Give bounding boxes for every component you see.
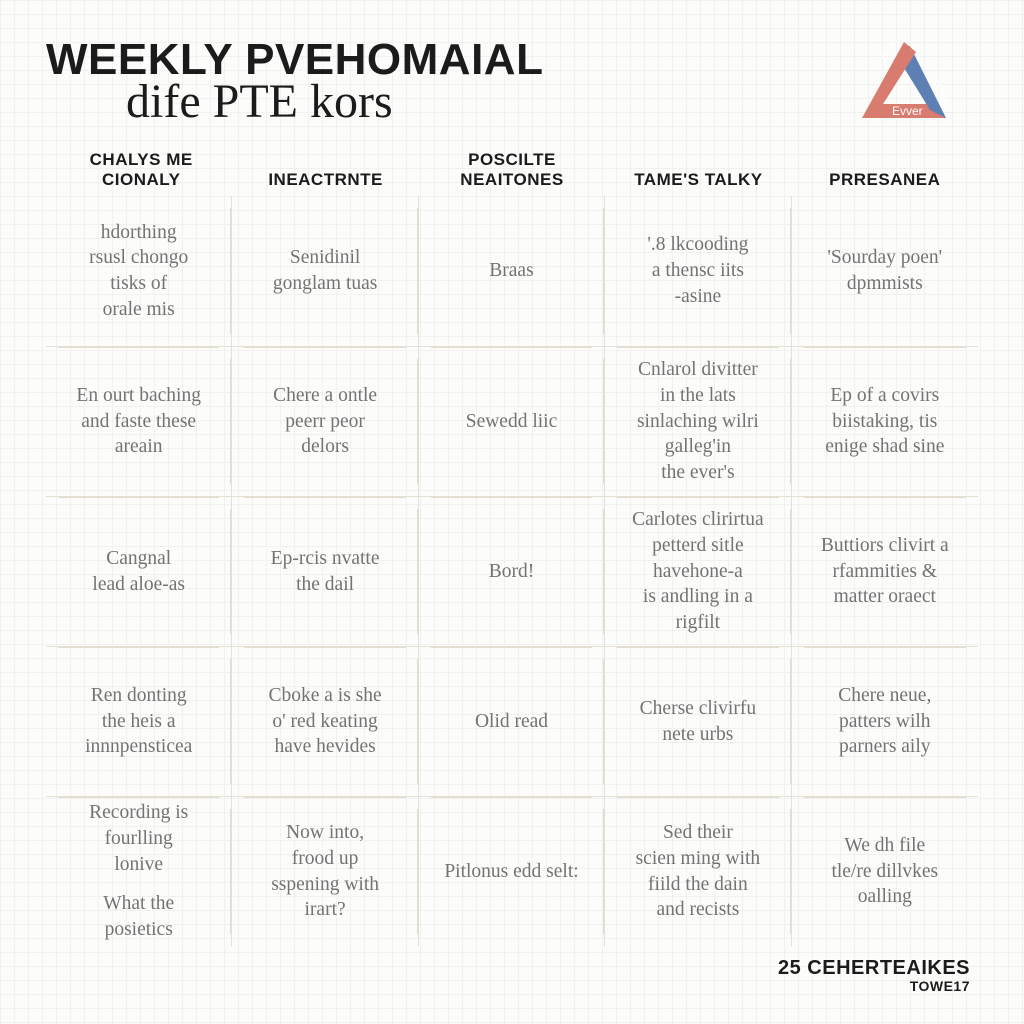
cell-text: Ren dontingthe heis ainnnpensticea [85, 683, 192, 760]
table-cell: Pitlonus edd selt: [419, 796, 605, 946]
table-cell: Carlotes clirirtuapetterd sitlehavehone-… [605, 496, 791, 646]
cell-text: Cangnallead aloe-as [92, 546, 185, 597]
cell-text: Senidinilgonglam tuas [273, 245, 378, 296]
col-header: POSCILTE NEAITONES [419, 152, 605, 196]
table-cell: Now into,frood upsspening withirart? [232, 796, 418, 946]
cell-text: We dh filetle/re dillvkesoalling [831, 833, 938, 910]
table-cell: Bord! [419, 496, 605, 646]
cell-text: hdorthingrsusl chongotisks oforale mis [89, 220, 188, 323]
table-cell: En ourt bachingand faste theseareain [46, 346, 232, 496]
page-title-block: WEEKLY PVEHOMAIAL dife PTE kors [46, 38, 978, 126]
logo-label-bottom: Evver [892, 104, 923, 118]
footer-line-2: TOWE17 [778, 978, 970, 994]
cell-text: Cnlarol divitterin the latssinlaching wi… [637, 357, 759, 486]
cell-text: En ourt bachingand faste theseareain [76, 383, 201, 460]
table-cell: Chere a ontlepeerr peordelors [232, 346, 418, 496]
table-cell: Cherse clivirfunete urbs [605, 646, 791, 796]
cell-text: What theposietics [103, 891, 174, 942]
cell-text: Ep-rcis nvattethe dail [271, 546, 380, 597]
cell-text: Chere neue,patters wilhparners aily [838, 683, 931, 760]
col-header: TAME'S TALKY [605, 152, 791, 196]
table-cell: 'Sourday poen'dpmmists [792, 196, 978, 346]
table-cell: Chere neue,patters wilhparners aily [792, 646, 978, 796]
table-cell: Cboke a is sheo' red keatinghave hevides [232, 646, 418, 796]
table-cell: Ren dontingthe heis ainnnpensticea [46, 646, 232, 796]
table-cell: Ep of a covirsbiistaking, tisenige shad … [792, 346, 978, 496]
table-cell: Braas [419, 196, 605, 346]
cell-text: Recording isfourllinglonive [89, 800, 188, 877]
table-cell: Olid read [419, 646, 605, 796]
table-cell: Cnlarol divitterin the latssinlaching wi… [605, 346, 791, 496]
cell-text: Cherse clivirfunete urbs [640, 696, 756, 747]
table-cell: We dh filetle/re dillvkesoalling [792, 796, 978, 946]
footer: 25 CEHERTEAIKES TOWE17 [778, 957, 970, 994]
triangle-logo-icon: Brurn Bfclera Evver [844, 30, 964, 140]
cell-text: Bord! [489, 559, 535, 585]
table-cell: '.8 lkcoodinga thensc iits-asine [605, 196, 791, 346]
cell-text: Cboke a is sheo' red keatinghave hevides [268, 683, 381, 760]
cell-text: Sewedd liic [466, 409, 558, 435]
cell-text: Buttiors clivirt arfammities &matter ora… [821, 533, 949, 610]
col-header: PRRESANEA [792, 152, 978, 196]
table-cell: Sewedd liic [419, 346, 605, 496]
table-cell: Sed theirscien ming withfiild the dainan… [605, 796, 791, 946]
table-cell: Buttiors clivirt arfammities &matter ora… [792, 496, 978, 646]
col-header: CHALYS ME CIONALY [46, 152, 232, 196]
cell-text: 'Sourday poen'dpmmists [827, 245, 942, 296]
footer-line-1: 25 CEHERTEAIKES [778, 957, 970, 980]
cell-text: Chere a ontlepeerr peordelors [273, 383, 377, 460]
cell-text: Now into,frood upsspening withirart? [271, 820, 379, 923]
cell-text: Ep of a covirsbiistaking, tisenige shad … [825, 383, 944, 460]
col-header: INEACTRNTE [232, 152, 418, 196]
table-cell: hdorthingrsusl chongotisks oforale mis [46, 196, 232, 346]
cell-text: Olid read [475, 709, 548, 735]
cell-text: Carlotes clirirtuapetterd sitlehavehone-… [632, 507, 764, 636]
table-cell: Recording isfourllinglonive What theposie… [46, 796, 232, 946]
cell-text: Pitlonus edd selt: [444, 859, 578, 885]
cell-text: Sed theirscien ming withfiild the dainan… [636, 820, 761, 923]
weekly-table: CHALYS ME CIONALY INEACTRNTE POSCILTE NE… [46, 152, 978, 946]
cell-text: Braas [489, 258, 533, 284]
table-cell: Ep-rcis nvattethe dail [232, 496, 418, 646]
table-cell: Cangnallead aloe-as [46, 496, 232, 646]
cell-text: '.8 lkcoodinga thensc iits-asine [647, 232, 748, 309]
table-cell: Senidinilgonglam tuas [232, 196, 418, 346]
